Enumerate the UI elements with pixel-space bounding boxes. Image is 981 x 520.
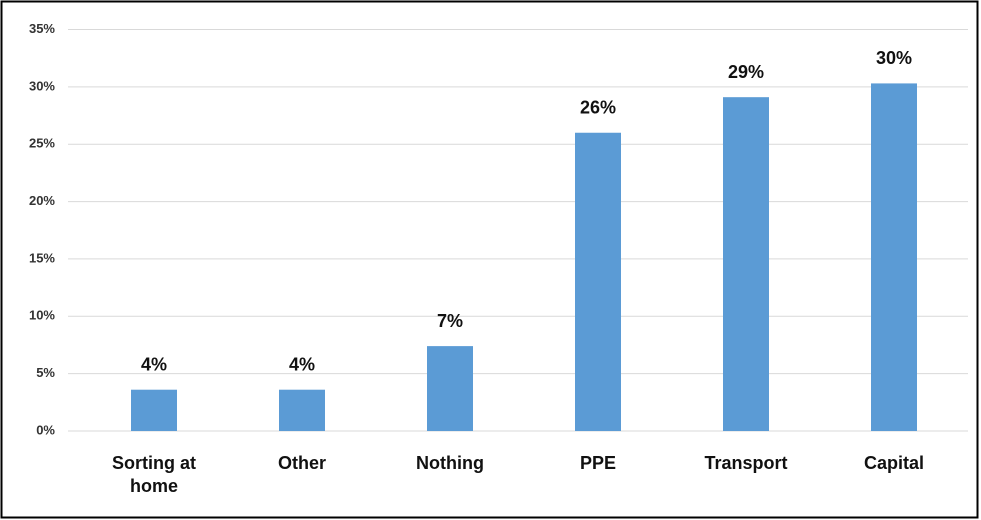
y-tick-label: 5% xyxy=(36,365,55,380)
bar xyxy=(871,83,917,431)
bar xyxy=(279,389,325,431)
y-tick-label: 10% xyxy=(29,308,55,323)
bar xyxy=(575,132,621,431)
data-label: 4% xyxy=(289,354,315,374)
data-label: 4% xyxy=(141,354,167,374)
y-tick-label: 0% xyxy=(36,422,55,437)
y-tick-label: 20% xyxy=(29,193,55,208)
data-label: 29% xyxy=(728,62,764,82)
x-tick-label: PPE xyxy=(579,453,617,473)
y-tick-label: 25% xyxy=(29,136,55,151)
data-label: 26% xyxy=(580,97,616,117)
x-tick-label: Other xyxy=(277,453,326,473)
bar xyxy=(427,346,473,431)
y-tick-label: 30% xyxy=(29,78,55,93)
x-tick-label: Transport xyxy=(704,453,788,473)
bar xyxy=(131,389,177,431)
bar xyxy=(723,97,769,431)
data-label: 7% xyxy=(437,311,463,331)
x-tick-label: Nothing xyxy=(416,453,484,473)
y-tick-label: 35% xyxy=(29,21,55,36)
x-tick-label: Capital xyxy=(863,453,924,473)
data-label: 30% xyxy=(876,48,912,68)
y-tick-label: 15% xyxy=(29,250,55,265)
x-tick-label: Sorting at home xyxy=(112,453,196,496)
